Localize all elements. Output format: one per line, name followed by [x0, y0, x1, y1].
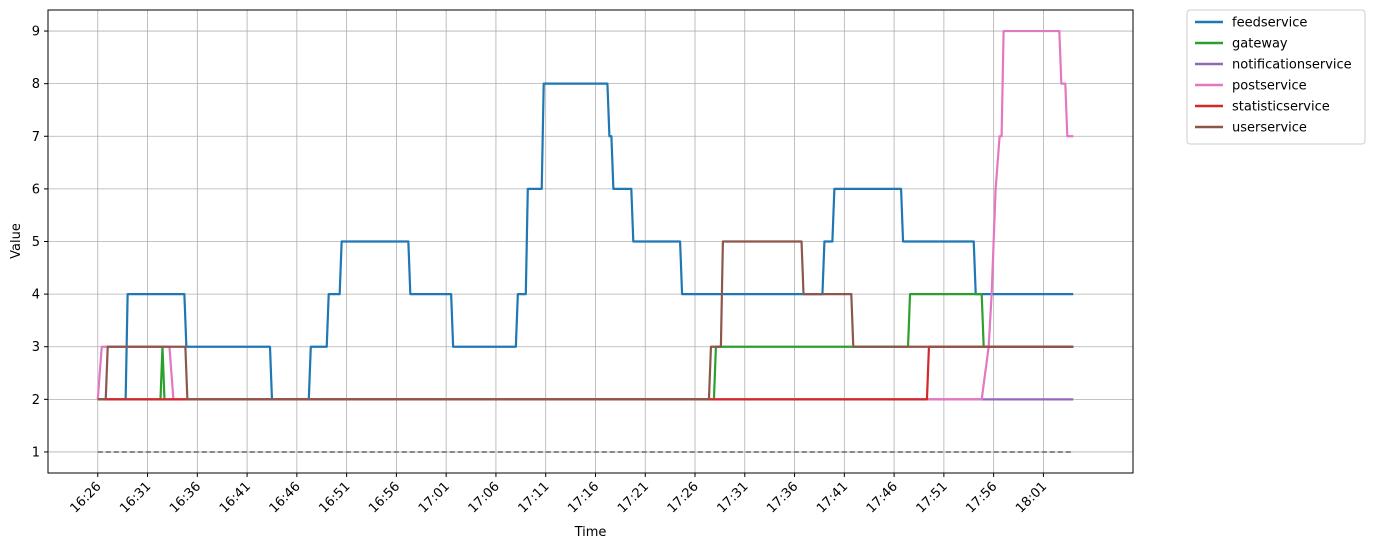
x-tick-label: 17:26 — [665, 479, 702, 516]
y-tick-label: 4 — [32, 288, 40, 303]
legend-frame — [1186, 9, 1366, 145]
y-tick-label: 7 — [32, 130, 40, 145]
x-tick-label: 16:26 — [67, 479, 104, 516]
series-lines — [96, 29, 1074, 401]
y-tick-label: 5 — [32, 235, 40, 250]
legend-label: statisticservice — [1232, 100, 1330, 115]
legend-label: postservice — [1232, 79, 1307, 94]
x-tick-label: 17:46 — [864, 479, 901, 516]
y-tick-label: 2 — [32, 393, 40, 408]
x-tick-label: 17:31 — [715, 479, 752, 516]
x-tick-label: 17:36 — [764, 479, 801, 516]
y-tick-label: 8 — [32, 77, 40, 92]
legend-label: gateway — [1232, 37, 1288, 52]
series-line-postservice — [96, 29, 1074, 401]
x-tick-label: 17:56 — [963, 479, 1000, 516]
x-tick-label: 17:11 — [515, 479, 552, 516]
y-axis: 1 2 3 4 5 6 7 8 9 — [32, 25, 48, 460]
y-axis-title: Value — [9, 223, 24, 259]
x-tick-label: 16:51 — [316, 479, 353, 516]
x-tick-label: 18:01 — [1013, 479, 1050, 516]
legend-label: feedservice — [1232, 16, 1307, 31]
x-tick-label: 16:36 — [167, 479, 204, 516]
legend: feedservice gateway notificationservice pos… — [1186, 9, 1366, 145]
x-tick-label: 16:31 — [117, 479, 154, 516]
x-axis: 16:26 16:31 16:36 16:41 16:46 16:51 16:56 17:01… — [67, 473, 1050, 516]
series-line-userservice — [97, 240, 1074, 401]
x-tick-label: 16:56 — [366, 479, 403, 516]
x-tick-label: 17:06 — [466, 479, 503, 516]
x-tick-label: 17:41 — [814, 479, 851, 516]
x-tick-label: 17:01 — [416, 479, 453, 516]
x-tick-label: 16:46 — [267, 479, 304, 516]
x-tick-label: 17:21 — [615, 479, 652, 516]
y-tick-label: 3 — [32, 340, 40, 355]
x-axis-title: Time — [574, 525, 607, 540]
x-tick-label: 17:51 — [914, 479, 951, 516]
x-tick-label: 17:16 — [565, 479, 602, 516]
legend-label: userservice — [1232, 121, 1307, 136]
y-tick-label: 6 — [32, 182, 40, 197]
x-tick-label: 16:41 — [217, 479, 254, 516]
y-tick-label: 9 — [32, 25, 40, 40]
legend-label: notificationservice — [1232, 58, 1352, 73]
y-tick-label: 1 — [32, 445, 40, 460]
